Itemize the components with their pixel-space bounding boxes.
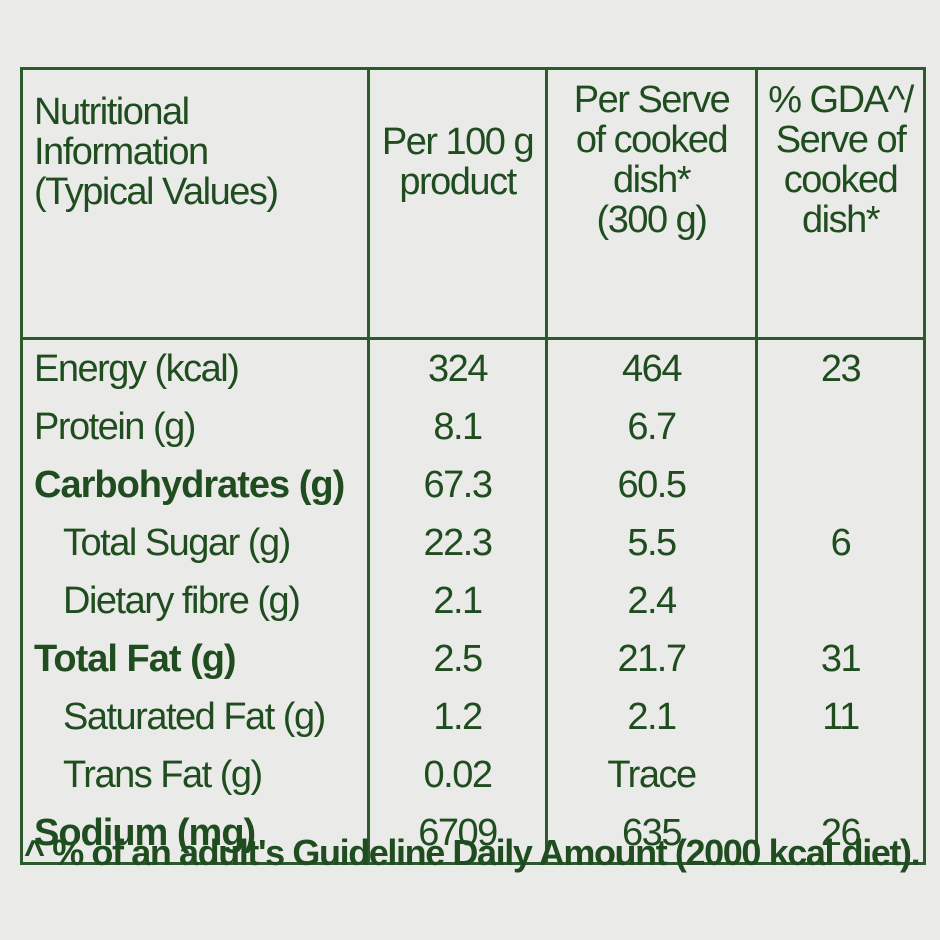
row-label: Total Fat (g)	[20, 630, 370, 688]
cell-per-100g: 67.3	[367, 456, 548, 514]
cell-per-serve: Trace	[545, 746, 758, 804]
cell-gda	[755, 398, 926, 456]
cell-gda	[755, 572, 926, 630]
table-row: Sodium (mg) 6709 635 26	[20, 804, 926, 864]
table-row: Total Sugar (g) 22.3 5.5 6	[20, 514, 926, 572]
cell-gda: 26	[755, 804, 926, 864]
cell-gda	[755, 746, 926, 804]
cell-per-serve: 6.7	[545, 398, 758, 456]
cell-per-serve: 21.7	[545, 630, 758, 688]
cell-per-100g: 2.1	[367, 572, 548, 630]
row-label: Trans Fat (g)	[20, 746, 370, 804]
header-nutritional-information: Nutritional Information (Typical Values)	[20, 68, 370, 340]
cell-per-serve: 2.1	[545, 688, 758, 746]
gda-footnote: ^ % of an adult's Guideline Daily Amount…	[24, 832, 921, 873]
cell-gda: 11	[755, 688, 926, 746]
cell-gda	[755, 456, 926, 514]
row-label: Carbohydrates (g)	[20, 456, 370, 514]
cell-per-100g: 22.3	[367, 514, 548, 572]
header-gda: % GDA^/ Serve of cooked dish*	[755, 68, 926, 340]
table-row: Trans Fat (g) 0.02 Trace	[20, 746, 926, 804]
cell-per-serve: 5.5	[545, 514, 758, 572]
row-label: Total Sugar (g)	[20, 514, 370, 572]
cell-per-serve: 2.4	[545, 572, 758, 630]
row-label: Protein (g)	[20, 398, 370, 456]
cell-per-100g: 324	[367, 338, 548, 398]
cell-per-serve: 635	[545, 804, 758, 864]
cell-per-100g: 0.02	[367, 746, 548, 804]
cell-gda: 23	[755, 338, 926, 398]
row-label: Saturated Fat (g)	[20, 688, 370, 746]
table-row: Energy (kcal) 324 464 23	[20, 338, 926, 398]
row-label: Dietary fibre (g)	[20, 572, 370, 630]
cell-per-serve: 60.5	[545, 456, 758, 514]
nutrition-table: Nutritional Information (Typical Values)…	[20, 67, 926, 865]
cell-per-100g: 1.2	[367, 688, 548, 746]
table-row: Dietary fibre (g) 2.1 2.4	[20, 572, 926, 630]
header-per-serve: Per Serve of cooked dish* (300 g)	[545, 68, 758, 340]
table-row: Protein (g) 8.1 6.7	[20, 398, 926, 456]
header-per-100g: Per 100 g product	[367, 68, 548, 340]
table-row: Saturated Fat (g) 1.2 2.1 11	[20, 688, 926, 746]
table-row: Total Fat (g) 2.5 21.7 31	[20, 630, 926, 688]
cell-gda: 31	[755, 630, 926, 688]
cell-per-100g: 2.5	[367, 630, 548, 688]
cell-per-100g: 6709	[367, 804, 548, 864]
table-row: Carbohydrates (g) 67.3 60.5	[20, 456, 926, 514]
cell-gda: 6	[755, 514, 926, 572]
header-row: Nutritional Information (Typical Values)…	[20, 68, 926, 340]
row-label: Energy (kcal)	[20, 338, 370, 398]
row-label: Sodium (mg)	[20, 804, 370, 864]
cell-per-100g: 8.1	[367, 398, 548, 456]
cell-per-serve: 464	[545, 338, 758, 398]
